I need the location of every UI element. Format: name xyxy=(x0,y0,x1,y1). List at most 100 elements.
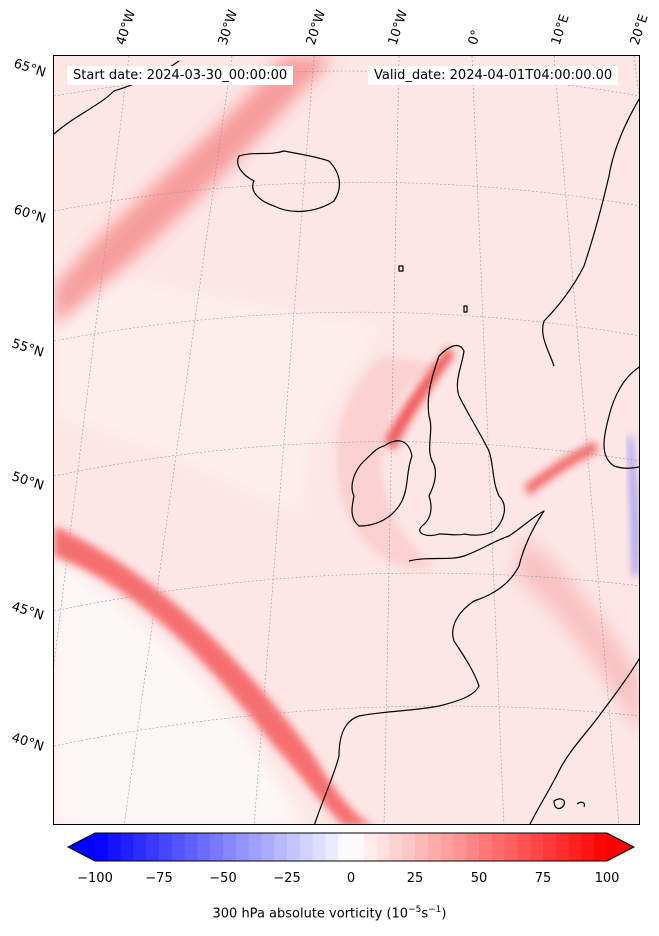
colorbar-label-exp2: −1 xyxy=(428,905,442,915)
colorbar-tick-label: −50 xyxy=(209,871,237,886)
colorbar-cell xyxy=(287,833,301,861)
colorbar-cell xyxy=(107,833,122,861)
colorbar-tick-label: 25 xyxy=(406,871,424,886)
colorbar-label: 300 hPa absolute vorticity (10−5s−1) xyxy=(0,905,659,921)
parallel-55n xyxy=(54,311,639,342)
colorbar-tick-label: 0 xyxy=(346,871,356,886)
longitude-label-10w: 10°W xyxy=(385,8,412,47)
coastlines xyxy=(54,60,639,824)
colorbar-tick-label: 100 xyxy=(594,871,620,886)
colorbar-cell xyxy=(351,833,365,861)
start-date-label: Start date: 2024-03-30_00:00:00 xyxy=(67,66,294,85)
colorbar-cell xyxy=(325,833,339,861)
vortex-swirl xyxy=(336,356,444,569)
graticule xyxy=(54,56,639,824)
meridian-0 xyxy=(471,56,505,824)
colorbar-cell xyxy=(466,833,480,861)
coast-britain-west xyxy=(419,355,465,537)
colorbar-label-text: 300 hPa absolute vorticity (10 xyxy=(212,906,409,922)
coast-france-iberia xyxy=(314,510,545,824)
latitude-label-45n: 45°N xyxy=(9,599,46,624)
vorticity-band-europe xyxy=(514,536,639,733)
map-area[interactable] xyxy=(53,55,640,825)
colorbar-cell xyxy=(197,833,211,861)
coast-iceland xyxy=(237,150,341,212)
colorbar-cell xyxy=(120,833,134,861)
longitude-label-10e: 10°E xyxy=(548,12,573,48)
colorbar-cell xyxy=(159,833,173,861)
colorbar-cell xyxy=(274,833,288,861)
colorbar-cell xyxy=(594,833,608,861)
valid-date-label: Valid_date: 2024-04-01T04:00:00.00 xyxy=(368,66,619,85)
colorbar-cell xyxy=(312,833,326,861)
colorbar-cell xyxy=(581,833,595,861)
coast-ireland xyxy=(351,440,413,527)
longitude-label-20e: 20°E xyxy=(627,12,652,48)
colorbar-cell xyxy=(223,833,237,861)
colorbar-cell xyxy=(184,833,198,861)
latitude-label-50n: 50°N xyxy=(9,469,46,494)
colorbar-label-mid: s xyxy=(421,906,429,922)
colorbar-cell xyxy=(376,833,390,861)
colorbar-cell xyxy=(389,833,403,861)
colorbar-cell xyxy=(146,833,160,861)
jet-band-northwest xyxy=(54,56,334,326)
vorticity-map xyxy=(54,56,639,824)
meridian-20w xyxy=(253,56,315,824)
longitude-label-30w: 30°W xyxy=(215,8,242,47)
colorbar-tick-label: −100 xyxy=(77,871,113,886)
negative-vorticity-patch xyxy=(628,436,639,576)
colorbar-cells xyxy=(95,833,608,861)
meridian-40w xyxy=(54,56,130,667)
colorbar-max-extension xyxy=(607,833,634,861)
colorbar-cell xyxy=(479,833,493,861)
colorbar-cell xyxy=(517,833,531,861)
colorbar-cell xyxy=(261,833,275,861)
colorbar-cell xyxy=(171,833,186,861)
colorbar-outline xyxy=(66,832,636,862)
latitude-label-60n: 60°N xyxy=(11,202,48,227)
colorbar-cell xyxy=(133,833,147,861)
coast-norway xyxy=(542,98,639,367)
vorticity-streak-scotland xyxy=(384,346,454,451)
colorbar-cell xyxy=(235,833,250,861)
coast-sardinia xyxy=(576,801,586,808)
parallel-60n xyxy=(54,181,639,212)
colorbar-cell xyxy=(568,833,582,861)
coast-mediterranean xyxy=(529,658,639,824)
colorbar-cell xyxy=(338,833,352,861)
coast-faroe xyxy=(398,265,404,272)
vorticity-field-mid xyxy=(54,256,384,516)
colorbar-cell xyxy=(95,833,109,861)
coast-britain-east xyxy=(438,344,506,536)
colorbar-cell xyxy=(299,833,314,861)
colorbar-cell xyxy=(402,833,416,861)
longitude-label-0: 0° xyxy=(465,28,485,47)
colorbar-cell xyxy=(415,833,429,861)
colorbar-tick-label: −25 xyxy=(273,871,301,886)
colorbar-cell xyxy=(248,833,262,861)
longitude-label-40w: 40°W xyxy=(113,8,140,47)
colorbar-cell xyxy=(453,833,467,861)
latitude-label-65n: 65°N xyxy=(11,56,48,81)
meridian-10w xyxy=(383,56,400,824)
meridian-30w xyxy=(123,56,233,824)
colorbar-tick-label: −75 xyxy=(145,871,173,886)
colorbar-min-extension xyxy=(68,833,95,861)
vorticity-streak-north-sea xyxy=(524,441,599,496)
colorbar-label-end: ) xyxy=(441,906,447,922)
colorbar-cell xyxy=(530,833,544,861)
coast-balearic xyxy=(553,798,565,810)
colorbar-cell xyxy=(210,833,224,861)
latitude-label-55n: 55°N xyxy=(9,336,46,361)
colorbar-label-exp1: −5 xyxy=(408,905,422,915)
latitude-label-40n: 40°N xyxy=(9,730,46,755)
colorbar xyxy=(66,832,636,862)
colorbar-cell xyxy=(555,833,570,861)
coast-shetland xyxy=(463,305,468,313)
colorbar-cell xyxy=(504,833,518,861)
colorbar-cell xyxy=(543,833,557,861)
colorbar-cell xyxy=(440,833,454,861)
meridian-10e xyxy=(553,56,620,824)
colorbar-tick-label: 50 xyxy=(470,871,488,886)
